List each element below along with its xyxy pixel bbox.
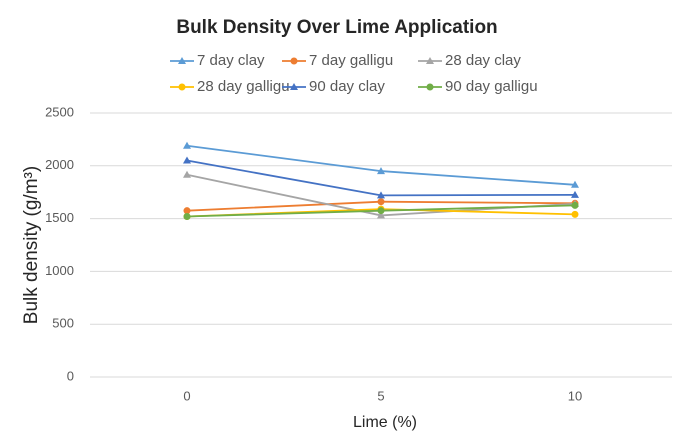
marker xyxy=(377,198,385,206)
marker xyxy=(183,212,191,220)
marker xyxy=(377,167,385,175)
marker xyxy=(377,207,385,215)
marker xyxy=(571,190,579,198)
y-tick-label: 1000 xyxy=(45,263,74,278)
chart-title: Bulk Density Over Lime Application xyxy=(176,17,497,38)
y-tick-label: 2500 xyxy=(45,104,74,119)
x-axis-label: Lime (%) xyxy=(353,414,417,431)
marker xyxy=(377,191,385,199)
marker xyxy=(183,207,191,215)
marker xyxy=(571,180,579,188)
marker xyxy=(571,210,579,218)
marker xyxy=(377,211,385,219)
legend-label: 90 day galligu xyxy=(445,78,538,95)
legend-label: 90 day clay xyxy=(309,78,385,95)
marker xyxy=(290,57,298,65)
marker xyxy=(178,83,186,91)
series-line xyxy=(186,144,576,186)
x-tick-label: 10 xyxy=(568,388,582,403)
y-tick-label: 0 xyxy=(67,368,74,383)
x-tick-label: 0 xyxy=(183,388,190,403)
y-tick-label: 1500 xyxy=(45,210,74,225)
marker xyxy=(426,83,434,91)
marker xyxy=(183,141,191,149)
legend-label: 28 day galligu xyxy=(197,78,290,95)
y-tick-label: 500 xyxy=(52,316,74,331)
marker xyxy=(183,170,191,178)
legend-label: 7 day clay xyxy=(197,52,265,69)
legend-label: 7 day galligu xyxy=(309,52,393,69)
marker xyxy=(183,156,191,164)
legend-label: 28 day clay xyxy=(445,52,521,69)
x-tick-label: 5 xyxy=(377,388,384,403)
y-tick-label: 2000 xyxy=(45,157,74,172)
marker xyxy=(290,83,298,90)
marker xyxy=(178,57,186,64)
y-axis-label: Bulk density (g/m³) xyxy=(21,166,42,324)
marker xyxy=(571,201,579,209)
marker xyxy=(426,57,434,64)
